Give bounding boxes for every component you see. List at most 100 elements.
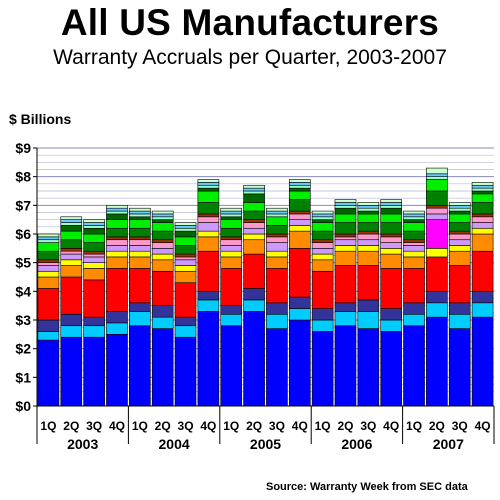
x-tick-label: 3Q	[269, 419, 285, 433]
bar-segment	[220, 245, 243, 252]
bar-segment	[37, 239, 60, 243]
bar-segment	[60, 216, 83, 220]
bar-segment	[151, 239, 174, 243]
bar-segment	[311, 331, 334, 407]
bar-segment	[243, 219, 265, 223]
bar-segment	[243, 193, 265, 203]
bar-segment	[471, 316, 494, 407]
chart-subtitle: Warranty Accruals per Quarter, 2003-2007	[53, 46, 447, 69]
bar-segment	[60, 225, 83, 232]
bar-segment	[83, 279, 105, 318]
bar-segment	[471, 291, 494, 304]
bar-segment	[471, 216, 494, 223]
bar-segment	[448, 205, 471, 209]
y-tick-label: $9	[15, 140, 31, 156]
bar-segment	[106, 311, 128, 324]
x-tick-label: 1Q	[132, 419, 148, 433]
bar-segment	[426, 179, 448, 192]
bar-segment	[60, 239, 83, 249]
bar-segment	[311, 319, 334, 332]
bar-segment	[106, 219, 128, 229]
chart-title: All US Manufacturers	[60, 2, 440, 43]
bar-segment	[288, 248, 311, 298]
bar-segment	[197, 202, 220, 215]
bar-segment	[129, 210, 151, 215]
bar-segment	[197, 216, 220, 223]
year-label: 2006	[341, 436, 372, 452]
bar-segment	[37, 242, 60, 252]
bar-segment	[243, 233, 265, 241]
bar-segment	[448, 313, 471, 329]
bar-segment	[448, 233, 471, 241]
bar-segment	[106, 322, 128, 335]
bar-segment	[129, 219, 151, 229]
bar-segment	[129, 245, 151, 252]
x-tick-label: 4Q	[200, 419, 216, 433]
bar-segment	[60, 313, 83, 327]
bar-segment	[266, 216, 288, 226]
bar-segment	[471, 184, 494, 189]
bar-segment	[60, 230, 83, 241]
bar-segment	[243, 299, 265, 312]
bar-segment	[311, 259, 334, 272]
bar-segment	[60, 222, 83, 226]
bar-segment	[403, 210, 425, 215]
bar-segment	[334, 250, 357, 266]
bar-segment	[220, 256, 243, 269]
bar-segment	[151, 242, 174, 249]
bar-segment	[60, 336, 83, 407]
bar-segment	[266, 225, 288, 235]
bar-segment	[151, 328, 174, 407]
bar-segment	[357, 210, 380, 215]
bar-segment	[151, 230, 174, 241]
bar-segment	[37, 265, 60, 272]
x-tick-label: 2Q	[246, 419, 262, 433]
bar-segment	[334, 245, 357, 252]
source-note: Source: Warranty Week from SEC data	[266, 481, 468, 493]
bar-segment	[129, 236, 151, 241]
bar-segment	[220, 227, 243, 238]
bar-segment	[288, 199, 311, 212]
bar-segment	[129, 216, 151, 220]
y-tick-label: $1	[15, 369, 31, 385]
bar-segment	[357, 202, 380, 206]
bar-segment	[266, 233, 288, 238]
bar-segment	[403, 242, 425, 246]
bar-segment	[448, 230, 471, 235]
y-tick-label: $4	[15, 283, 31, 299]
bar-segment	[220, 250, 243, 258]
bar-segment	[151, 253, 174, 261]
year-label: 2003	[67, 436, 98, 452]
bar-segment	[448, 245, 471, 252]
bar-segment	[311, 210, 334, 215]
bar-segment	[448, 265, 471, 304]
bar-segment	[197, 187, 220, 192]
bar-segment	[83, 250, 105, 255]
bar-segment	[311, 308, 334, 321]
bar-segment	[448, 250, 471, 266]
bar-segment	[266, 313, 288, 329]
bar-segment	[380, 202, 402, 206]
bar-segment	[83, 268, 105, 281]
bar-segment	[471, 222, 494, 229]
bar-segment	[151, 316, 174, 329]
bar-segment	[448, 222, 471, 232]
bar-segment	[448, 210, 471, 215]
bar-segment	[357, 299, 380, 312]
bar-segment	[380, 248, 402, 255]
bar-segment	[243, 311, 265, 407]
bar-segment	[403, 268, 425, 304]
bar-segment	[83, 219, 105, 223]
bar-segment	[129, 268, 151, 304]
bar-segment	[448, 202, 471, 206]
bar-segment	[151, 213, 174, 218]
bar-segment	[380, 213, 402, 223]
bar-segment	[311, 239, 334, 243]
bar-segment	[106, 227, 128, 238]
bar-segment	[334, 202, 357, 206]
bar-segment	[403, 313, 425, 327]
bar-segment	[83, 225, 105, 229]
bar-segment	[243, 184, 265, 189]
bar-segment	[60, 219, 83, 223]
bar-segment	[426, 213, 448, 220]
